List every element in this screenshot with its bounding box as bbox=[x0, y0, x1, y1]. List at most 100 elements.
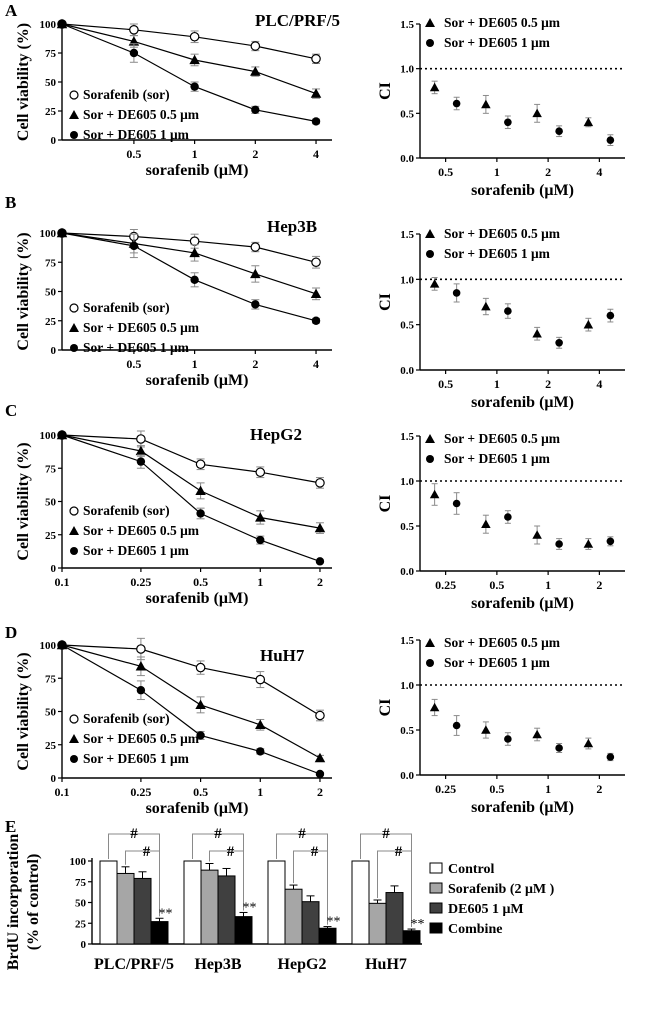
category-label: HepG2 bbox=[278, 956, 327, 973]
panel-letter-D: D bbox=[5, 623, 17, 642]
x-axis-title: sorafenib (μM) bbox=[471, 595, 574, 612]
viability-chart-D-viability: 0 25 50 75 100 0.1 0.25 0.5 1 2 sorafenib (μM) Cell… bbox=[15, 637, 332, 817]
significance-stars: ** bbox=[243, 900, 257, 915]
data-point bbox=[606, 311, 615, 320]
y-tick-label: 1.0 bbox=[400, 64, 414, 76]
data-point bbox=[315, 710, 325, 721]
legend-label: Sor + DE605 1 μm bbox=[83, 340, 190, 355]
legend-label: Sorafenib (sor) bbox=[83, 300, 170, 315]
series-filled-circle bbox=[452, 283, 615, 349]
bar bbox=[301, 901, 320, 945]
data-point bbox=[250, 268, 261, 279]
data-point bbox=[583, 117, 594, 127]
significance-bracket bbox=[293, 850, 328, 925]
bar bbox=[351, 860, 370, 945]
bar bbox=[284, 888, 303, 945]
bar-group: # # ** HuH7 bbox=[351, 826, 425, 973]
legend-marker bbox=[69, 323, 79, 332]
x-tick-label: 0.5 bbox=[438, 377, 453, 391]
y-tick-label: 0 bbox=[51, 345, 57, 357]
x-tick-label: 2 bbox=[317, 785, 323, 799]
category-label: PLC/PRF/5 bbox=[94, 956, 174, 973]
legend-swatch bbox=[429, 922, 443, 934]
data-point bbox=[452, 99, 461, 108]
data-point bbox=[315, 557, 325, 566]
bar-chart-E: 0 25 50 75 100 BrdU incorporation (% of contro… bbox=[5, 826, 555, 973]
x-tick-label: 4 bbox=[596, 377, 602, 391]
y-tick-label: 50 bbox=[75, 898, 87, 910]
data-point bbox=[429, 702, 440, 712]
y-axis-title: CI bbox=[377, 495, 394, 513]
x-tick-label: 0.5 bbox=[438, 165, 453, 179]
series-filled-circle bbox=[57, 19, 321, 126]
legend-marker bbox=[70, 344, 78, 352]
data-point bbox=[311, 53, 321, 64]
y-tick-label: 0 bbox=[51, 773, 57, 785]
series-triangle bbox=[429, 483, 594, 550]
panel-letter-E: E bbox=[5, 817, 16, 836]
viability-chart-B-viability: 0 25 50 75 100 0.5 1 2 4 sorafenib (μM) Cell viabi… bbox=[15, 227, 332, 389]
data-point bbox=[196, 509, 205, 518]
y-tick-label: 1.0 bbox=[400, 476, 414, 488]
data-point bbox=[129, 48, 139, 58]
significance-bracket bbox=[209, 850, 244, 911]
y-tick-label: 100 bbox=[40, 228, 57, 240]
bar bbox=[217, 875, 236, 945]
legend-label: Sor + DE605 0.5 μm bbox=[444, 635, 561, 650]
data-point bbox=[429, 82, 440, 92]
legend-label: Sor + DE605 0.5 μm bbox=[444, 15, 561, 30]
pair-marker: # bbox=[311, 844, 319, 860]
legend-label: Sorafenib (sor) bbox=[83, 87, 170, 102]
legend-marker bbox=[70, 547, 78, 555]
legend-label: Sor + DE605 0.5 μm bbox=[444, 431, 561, 446]
y-tick-label: 0.5 bbox=[400, 320, 414, 332]
data-point bbox=[481, 301, 491, 311]
y-tick-label: 75 bbox=[45, 257, 57, 269]
data-point bbox=[251, 300, 260, 309]
data-point bbox=[195, 485, 206, 496]
category-label: Hep3B bbox=[194, 956, 241, 973]
data-point bbox=[532, 108, 542, 118]
panel-letter-A: A bbox=[5, 1, 18, 20]
y-tick-label: 75 bbox=[45, 673, 57, 685]
y-tick-label: 1.5 bbox=[400, 431, 414, 443]
legend-marker bbox=[426, 455, 434, 463]
series-filled-circle bbox=[57, 640, 325, 779]
data-point bbox=[504, 513, 512, 521]
y-axis-title: Cell viability (%) bbox=[15, 442, 32, 560]
x-tick-label: 1 bbox=[494, 165, 500, 179]
panel-letter-B: B bbox=[5, 193, 16, 212]
legend-label: Sor + DE605 0.5 μm bbox=[83, 731, 200, 746]
x-tick-label: 1 bbox=[257, 575, 263, 589]
panel-letter-C: C bbox=[5, 401, 17, 420]
ci-chart-B-CI: 0.0 0.5 1.0 1.5 0.5 1 2 4 sorafenib (μM) CI Sor + … bbox=[377, 226, 625, 411]
bar-group: # # ** PLC/PRF/5 bbox=[94, 826, 174, 973]
series-filled-circle bbox=[452, 715, 615, 762]
x-tick-label: 0.1 bbox=[55, 575, 70, 589]
significance-stars: ** bbox=[327, 915, 341, 930]
legend-label: Sor + DE605 1 μm bbox=[83, 543, 190, 558]
x-tick-label: 2 bbox=[596, 578, 602, 592]
data-point bbox=[190, 275, 199, 284]
data-point bbox=[481, 519, 491, 528]
data-point bbox=[452, 721, 461, 730]
series-filled-circle bbox=[57, 430, 325, 566]
data-point bbox=[311, 117, 321, 126]
data-point bbox=[481, 99, 491, 109]
legend-label: Sor + DE605 0.5 μm bbox=[83, 107, 200, 122]
data-point bbox=[129, 241, 139, 251]
legend-marker bbox=[69, 110, 79, 119]
y-axis-title: CI bbox=[377, 293, 394, 311]
data-point bbox=[555, 744, 563, 752]
data-point bbox=[532, 328, 542, 338]
y-tick-label: 100 bbox=[40, 430, 57, 442]
data-point bbox=[136, 457, 146, 466]
data-point bbox=[135, 445, 147, 456]
x-tick-label: 1 bbox=[192, 357, 198, 371]
x-tick-label: 2 bbox=[545, 165, 551, 179]
pair-marker: # bbox=[298, 826, 306, 842]
x-tick-label: 2 bbox=[252, 147, 258, 161]
data-point bbox=[504, 118, 512, 127]
cell-line-title: Hep3B bbox=[267, 217, 317, 236]
data-point bbox=[195, 662, 206, 673]
